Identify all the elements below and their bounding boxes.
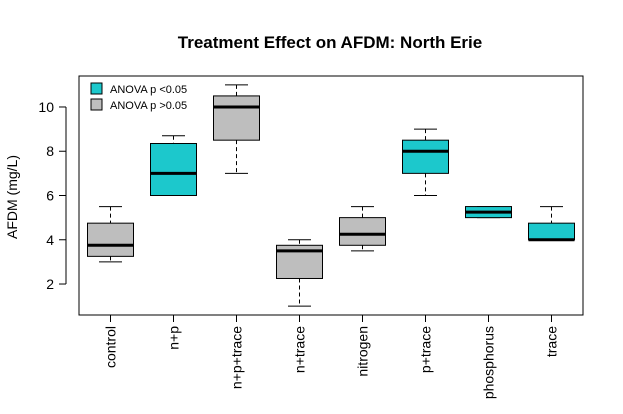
x-tick-label: p+trace [418, 326, 434, 373]
box-body [213, 95, 260, 141]
box-phosphorus [465, 206, 512, 219]
box-n+p [150, 135, 197, 197]
chart-title: Treatment Effect on AFDM: North Erie [178, 33, 482, 52]
y-tick-label: 4 [46, 232, 54, 248]
y-axis: 2 4 6 8 10 [38, 99, 67, 292]
x-tick-label: control [103, 326, 119, 368]
box-p+trace [402, 128, 449, 196]
box-body [87, 222, 134, 257]
legend-label: ANOVA p >0.05 [110, 100, 187, 112]
box-body [339, 217, 386, 246]
legend-swatch [90, 98, 103, 111]
legend-label: ANOVA p <0.05 [110, 84, 187, 96]
x-tick-label: n+p+trace [229, 326, 245, 389]
box-n+p+trace [213, 84, 260, 174]
box-body [528, 222, 575, 241]
x-tick-label: n+p [166, 326, 182, 350]
box-nitrogen [339, 206, 386, 252]
x-tick-label: nitrogen [355, 326, 371, 377]
x-tick-label: trace [544, 326, 560, 357]
legend: ANOVA p <0.05 ANOVA p >0.05 [90, 82, 187, 112]
legend-swatch [90, 82, 103, 95]
y-tick-label: 6 [46, 188, 54, 204]
x-tick-label: n+trace [292, 326, 308, 373]
y-tick-label: 2 [46, 276, 54, 292]
box-control [87, 206, 134, 263]
box-trace [528, 206, 575, 242]
box-body [150, 142, 197, 197]
x-tick-label: phosphorus [481, 326, 497, 399]
boxes [87, 84, 575, 307]
y-tick-label: 10 [38, 99, 54, 115]
y-axis-label: AFDM (mg/L) [4, 155, 20, 239]
box-n+trace [276, 239, 323, 307]
box-body [402, 139, 449, 174]
y-tick-label: 8 [46, 143, 54, 159]
x-axis-labels: control n+p n+p+trace n+trace nitrogen p+trac… [103, 314, 560, 399]
